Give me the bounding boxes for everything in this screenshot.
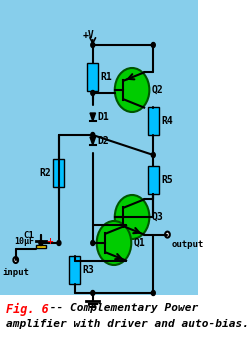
Text: R4: R4 — [161, 116, 173, 126]
Bar — [53, 158, 65, 186]
Bar — [36, 245, 46, 248]
Circle shape — [39, 240, 43, 246]
Circle shape — [57, 240, 61, 246]
Polygon shape — [90, 113, 96, 121]
Circle shape — [115, 68, 149, 112]
Circle shape — [91, 290, 95, 295]
Text: R2: R2 — [39, 168, 51, 178]
Text: R3: R3 — [83, 265, 94, 275]
Text: D1: D1 — [98, 112, 110, 122]
Bar — [0, 295, 198, 355]
Circle shape — [151, 43, 155, 48]
Circle shape — [91, 132, 95, 137]
Circle shape — [91, 43, 95, 48]
Text: D2: D2 — [98, 136, 110, 146]
Text: Fig. 6: Fig. 6 — [6, 303, 49, 316]
Bar — [0, 0, 198, 295]
Circle shape — [165, 231, 170, 237]
Text: R1: R1 — [101, 72, 112, 82]
Polygon shape — [90, 137, 96, 145]
Bar — [148, 166, 159, 194]
Circle shape — [13, 257, 18, 263]
Circle shape — [151, 290, 155, 295]
Circle shape — [91, 240, 95, 246]
Circle shape — [97, 221, 131, 265]
Text: +: + — [46, 237, 53, 246]
Text: -- Complementary Power: -- Complementary Power — [43, 303, 199, 313]
Text: +V: +V — [83, 30, 95, 40]
Text: amplifier with driver and auto-bias.: amplifier with driver and auto-bias. — [6, 319, 249, 329]
Text: input: input — [2, 268, 29, 277]
Bar — [87, 63, 98, 91]
Text: R5: R5 — [161, 175, 173, 185]
Text: C1: C1 — [24, 230, 35, 240]
Circle shape — [115, 195, 149, 239]
Text: output: output — [171, 240, 204, 248]
Text: Q3: Q3 — [152, 212, 164, 222]
Text: Q2: Q2 — [152, 85, 164, 95]
Bar — [69, 256, 80, 284]
Text: Q1: Q1 — [134, 238, 145, 248]
Text: 10μF: 10μF — [15, 237, 35, 246]
Circle shape — [91, 91, 95, 95]
Bar — [148, 107, 159, 135]
Circle shape — [151, 153, 155, 158]
